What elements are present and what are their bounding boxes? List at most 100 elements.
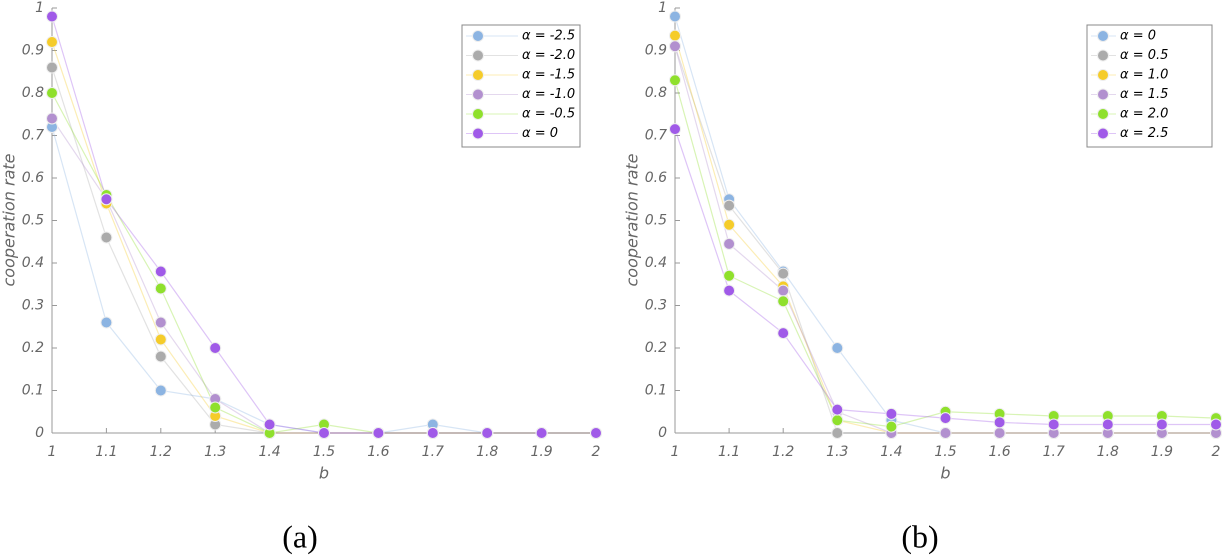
- legend-label: α = 0: [522, 126, 558, 141]
- x-tick-label: 1.3: [204, 444, 226, 460]
- data-point: [154, 316, 167, 329]
- x-tick-label: 1.1: [95, 444, 117, 460]
- legend-marker: [472, 127, 484, 140]
- data-point: [426, 427, 439, 439]
- y-axis-label: cooperation rate: [0, 153, 19, 286]
- data-point: [154, 282, 167, 295]
- y-tick-label: 0.1: [645, 383, 667, 399]
- data-point: [100, 193, 113, 206]
- data-point: [209, 401, 222, 414]
- y-tick-label: 0.5: [22, 213, 44, 229]
- data-point: [669, 10, 681, 23]
- x-tick-label: 1.8: [476, 444, 498, 460]
- data-point: [46, 112, 58, 125]
- legend-label: α = -1.0: [522, 87, 575, 102]
- panel: 1 1.1 1.2 1.3 1.4 1.5 1.6 1.7 1.8 1.9 2 0 0.1 0.2 0.3 0…: [623, 0, 1222, 554]
- data-point: [154, 384, 167, 397]
- legend-box: [461, 24, 581, 148]
- legend-marker: [1097, 108, 1109, 120]
- legend-label: α = 2.5: [1120, 126, 1168, 141]
- y-tick-label: 0.4: [645, 255, 667, 271]
- x-tick-label: 1.4: [258, 444, 280, 460]
- data-point: [590, 427, 602, 439]
- data-point: [723, 199, 736, 212]
- x-axis-label: b: [940, 464, 950, 483]
- data-point: [318, 427, 330, 439]
- data-point: [723, 284, 736, 297]
- x-tick-label: 1.8: [1097, 444, 1119, 460]
- x-tick-label: 1.9: [530, 444, 552, 460]
- x-tick-label: 1: [48, 444, 57, 460]
- legend-marker: [472, 69, 484, 81]
- x-tick-label: 1.7: [422, 444, 444, 460]
- data-point: [723, 218, 736, 231]
- y-tick-label: 0.8: [645, 85, 667, 101]
- x-tick-label: 2: [1212, 444, 1221, 460]
- x-tick-label: 2: [592, 444, 601, 460]
- y-tick-label: 0.8: [22, 85, 44, 101]
- x-tick-label: 1.1: [718, 444, 740, 460]
- data-point: [777, 327, 790, 340]
- legend-marker: [472, 30, 484, 42]
- data-point: [1155, 418, 1168, 431]
- data-point: [939, 427, 952, 439]
- data-point: [46, 36, 58, 48]
- legend-marker: [1097, 30, 1109, 42]
- data-point: [939, 412, 952, 425]
- data-point: [669, 74, 681, 87]
- series-line: [51, 126, 596, 434]
- x-tick-label: 1.6: [367, 444, 389, 460]
- x-tick-label: 1.7: [1043, 444, 1065, 460]
- series-line: [51, 118, 596, 434]
- y-tick-label: 0.1: [22, 383, 44, 399]
- y-tick-label: 0.7: [645, 128, 667, 144]
- data-point: [1210, 418, 1222, 431]
- y-tick-label: 0.6: [22, 170, 44, 186]
- legend-marker: [472, 108, 484, 120]
- data-point: [777, 284, 790, 297]
- y-tick-label: 0.9: [645, 43, 667, 59]
- y-tick-label: 0: [35, 425, 44, 441]
- x-tick-label: 1.6: [988, 444, 1010, 460]
- y-tick-label: 1: [35, 0, 44, 16]
- data-point: [669, 29, 681, 42]
- y-tick-label: 0.2: [22, 340, 44, 356]
- x-tick-label: 1: [671, 444, 680, 460]
- y-tick-label: 0.9: [22, 43, 44, 59]
- x-tick-label: 1.5: [313, 444, 335, 460]
- legend: α = 0 α = 0.5 α = 1.0 α = 1.5 α = 2.0 α = 2.5: [1086, 24, 1213, 148]
- caption: (a): [282, 518, 318, 554]
- data-point: [993, 416, 1006, 429]
- legend: α = -2.5 α = -2.0 α = -1.5 α = -1.0 α = -0.5…: [461, 24, 581, 148]
- data-point: [723, 237, 736, 250]
- legend-label: α = -0.5: [522, 107, 575, 122]
- legend-label: α = -2.5: [522, 29, 575, 44]
- legend-marker: [472, 88, 484, 101]
- data-point: [46, 61, 58, 74]
- y-tick-label: 0.2: [645, 340, 667, 356]
- y-tick-label: 0.3: [22, 298, 44, 314]
- legend-label: α = 2.0: [1120, 107, 1168, 122]
- data-point: [154, 265, 167, 278]
- data-point: [372, 427, 385, 439]
- data-point: [993, 427, 1006, 439]
- legend-marker: [1097, 69, 1109, 81]
- x-tick-label: 1.9: [1151, 444, 1173, 460]
- legend-label: α = 1.0: [1120, 68, 1168, 83]
- data-point: [885, 420, 898, 433]
- legend-label: α = -2.0: [522, 48, 575, 63]
- y-tick-label: 0.7: [22, 128, 44, 144]
- data-point: [100, 316, 113, 329]
- data-point: [777, 267, 790, 280]
- legend-label: α = -1.5: [522, 68, 575, 83]
- data-point: [885, 407, 898, 420]
- legend-marker: [1097, 49, 1109, 62]
- x-tick-label: 1.2: [772, 444, 794, 460]
- x-tick-label: 1.2: [150, 444, 172, 460]
- y-tick-label: 0.5: [645, 213, 667, 229]
- y-tick-label: 1: [658, 0, 667, 16]
- x-tick-label: 1.4: [880, 444, 902, 460]
- data-point: [831, 414, 844, 427]
- data-point: [777, 295, 790, 308]
